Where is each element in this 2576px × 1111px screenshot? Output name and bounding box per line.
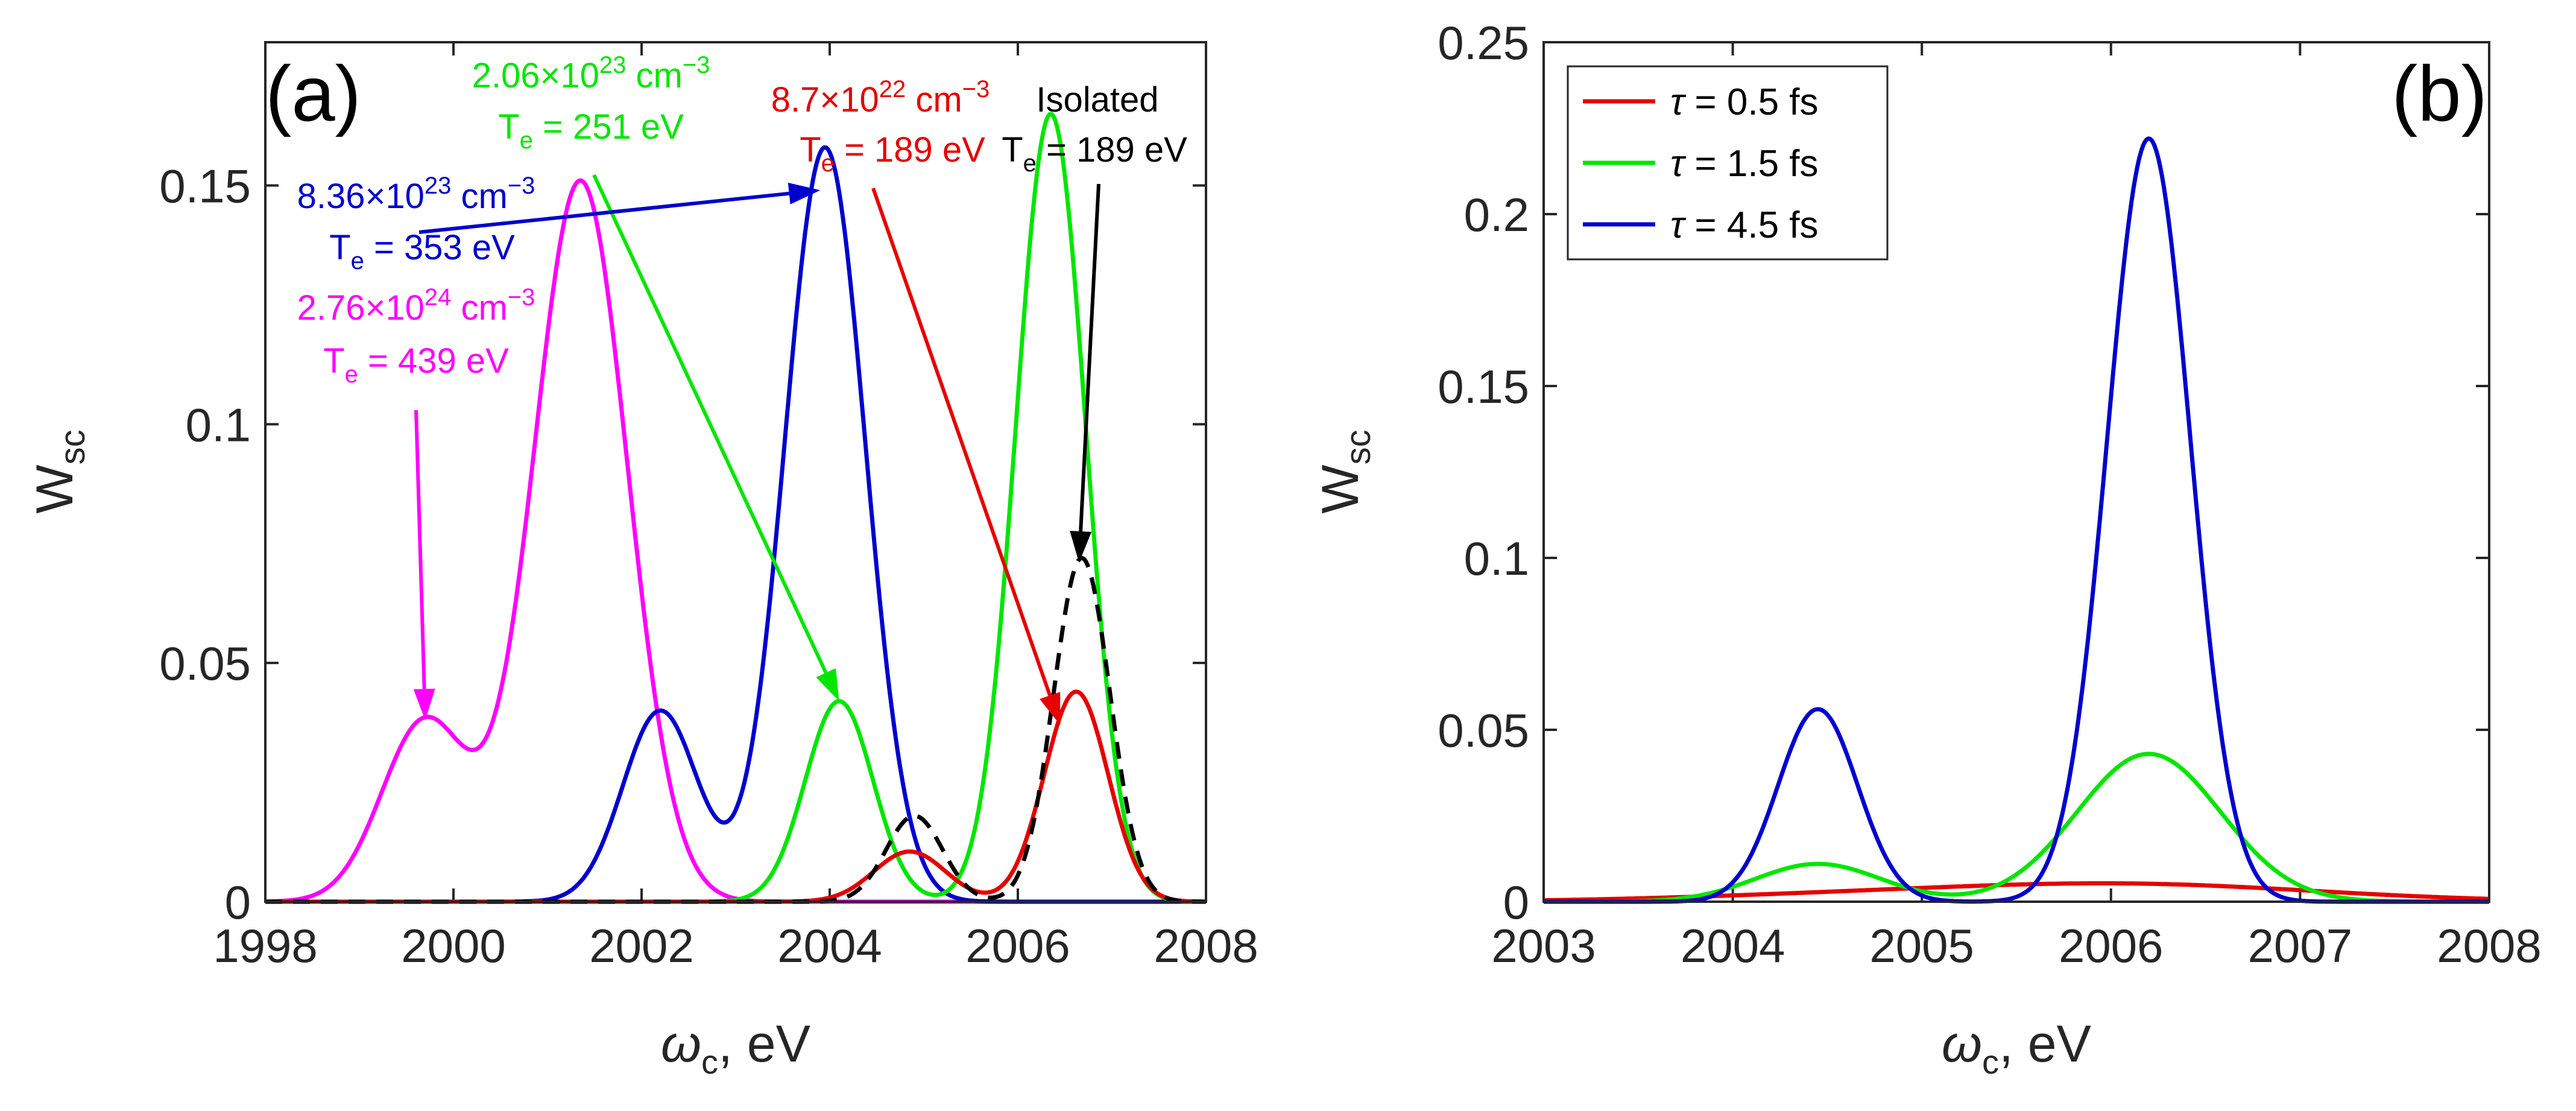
panel-a-label: (a) — [265, 49, 361, 138]
annotation-black-line1: Isolated — [1036, 80, 1158, 119]
annotation-blue-line2: Te = 353 eV — [329, 228, 515, 274]
y-tick-label: 0 — [225, 876, 251, 929]
x-tick-label: 2004 — [777, 919, 882, 972]
y-tick-label: 0.25 — [1438, 16, 1529, 69]
panel-b-axes-box — [1542, 41, 2490, 903]
panel-a-x-axis-title: ωc, eV — [661, 1015, 810, 1081]
annotation-arrowhead-2 — [1070, 531, 1092, 563]
y-tick-label: 0.15 — [1438, 360, 1529, 413]
annotation-magenta: 2.76×1024 cm−3 Te = 439 eV — [297, 284, 535, 388]
panel-a-arrows — [413, 174, 1100, 726]
annotation-arrowhead-4 — [413, 688, 435, 721]
annotation-black-line2: Te = 189 eV — [1002, 130, 1187, 177]
x-tick-label: 2005 — [1869, 919, 1974, 972]
x-tick-label: 2007 — [2248, 919, 2353, 972]
panel-b-x-tick-labels: 2003 2004 2005 2006 2007 2008 — [1491, 919, 2542, 972]
legend-entry-tau-4.5: τ = 4.5 fs — [1670, 204, 1819, 246]
panel-a: 1998 2000 2002 2004 2006 2008 0 0.05 0.1 0.15 (a… — [26, 41, 1258, 1081]
panel-a-y-tick-labels: 0 0.05 0.1 0.15 — [159, 160, 251, 929]
y-tick-label: 0.1 — [186, 398, 251, 451]
annotation-arrow-3 — [418, 191, 789, 234]
x-tick-label: 2006 — [965, 919, 1070, 972]
panel-b-y-tick-labels: 0 0.05 0.1 0.15 0.2 0.25 — [1438, 16, 1529, 929]
x-tick-label: 2002 — [589, 919, 694, 972]
annotation-blue-line1: 8.36×1023 cm−3 — [297, 173, 535, 216]
x-tick-label: 2003 — [1491, 919, 1596, 972]
annotation-magenta-line1: 2.76×1024 cm−3 — [297, 284, 535, 328]
x-tick-label: 2004 — [1681, 919, 1785, 972]
y-tick-label: 0 — [1503, 876, 1529, 929]
legend-entry-tau-1.5: τ = 1.5 fs — [1670, 143, 1819, 185]
panel-b-legend: τ = 0.5 fs τ = 1.5 fs τ = 4.5 fs — [1567, 65, 1889, 261]
annotation-arrow-4 — [414, 410, 426, 689]
x-tick-label: 2006 — [2059, 919, 2164, 972]
annotation-arrow-2 — [1079, 183, 1100, 532]
annotation-black: Isolated Te = 189 eV — [1002, 80, 1187, 177]
annotation-arrowhead-3 — [788, 182, 821, 204]
panel-b-x-axis-title: ωc, eV — [1942, 1015, 2091, 1081]
annotation-green-line1: 2.06×1023 cm−3 — [472, 52, 710, 95]
annotation-red: 8.7×1022 cm−3 Te = 189 eV — [771, 76, 990, 177]
annotation-red-line1: 8.7×1022 cm−3 — [771, 76, 990, 119]
annotation-arrow-1 — [871, 188, 1052, 696]
annotation-green-line2: Te = 251 eV — [498, 107, 684, 154]
annotation-blue: 8.36×1023 cm−3 Te = 353 eV — [297, 173, 535, 274]
y-tick-label: 0.1 — [1464, 532, 1529, 585]
y-tick-label: 0.05 — [1438, 704, 1529, 757]
y-tick-label: 0.2 — [1464, 188, 1529, 241]
annotation-arrowhead-0 — [816, 668, 839, 701]
legend-entry-tau-0.5: τ = 0.5 fs — [1670, 81, 1819, 123]
panel-a-axes-box — [264, 41, 1207, 903]
x-tick-label: 2008 — [1154, 919, 1258, 972]
panel-b: 2003 2004 2005 2006 2007 2008 0 0.05 0.1 0.15 0.2… — [1312, 16, 2542, 1081]
panel-a-x-tick-labels: 1998 2000 2002 2004 2006 2008 — [213, 919, 1258, 972]
annotation-green: 2.06×1023 cm−3 Te = 251 eV — [472, 52, 710, 154]
x-tick-label: 2000 — [401, 919, 506, 972]
annotation-magenta-line2: Te = 439 eV — [323, 341, 509, 388]
annotation-arrowhead-1 — [1040, 692, 1061, 726]
annotation-arrow-0 — [592, 174, 828, 674]
y-tick-label: 0.15 — [159, 160, 251, 213]
y-tick-label: 0.05 — [159, 637, 251, 690]
x-tick-label: 2008 — [2437, 919, 2542, 972]
panel-b-label: (b) — [2391, 49, 2487, 138]
x-tick-label: 1998 — [213, 919, 318, 972]
series-line-b-1 — [1543, 752, 2490, 904]
annotation-red-line2: Te = 189 eV — [800, 130, 985, 177]
